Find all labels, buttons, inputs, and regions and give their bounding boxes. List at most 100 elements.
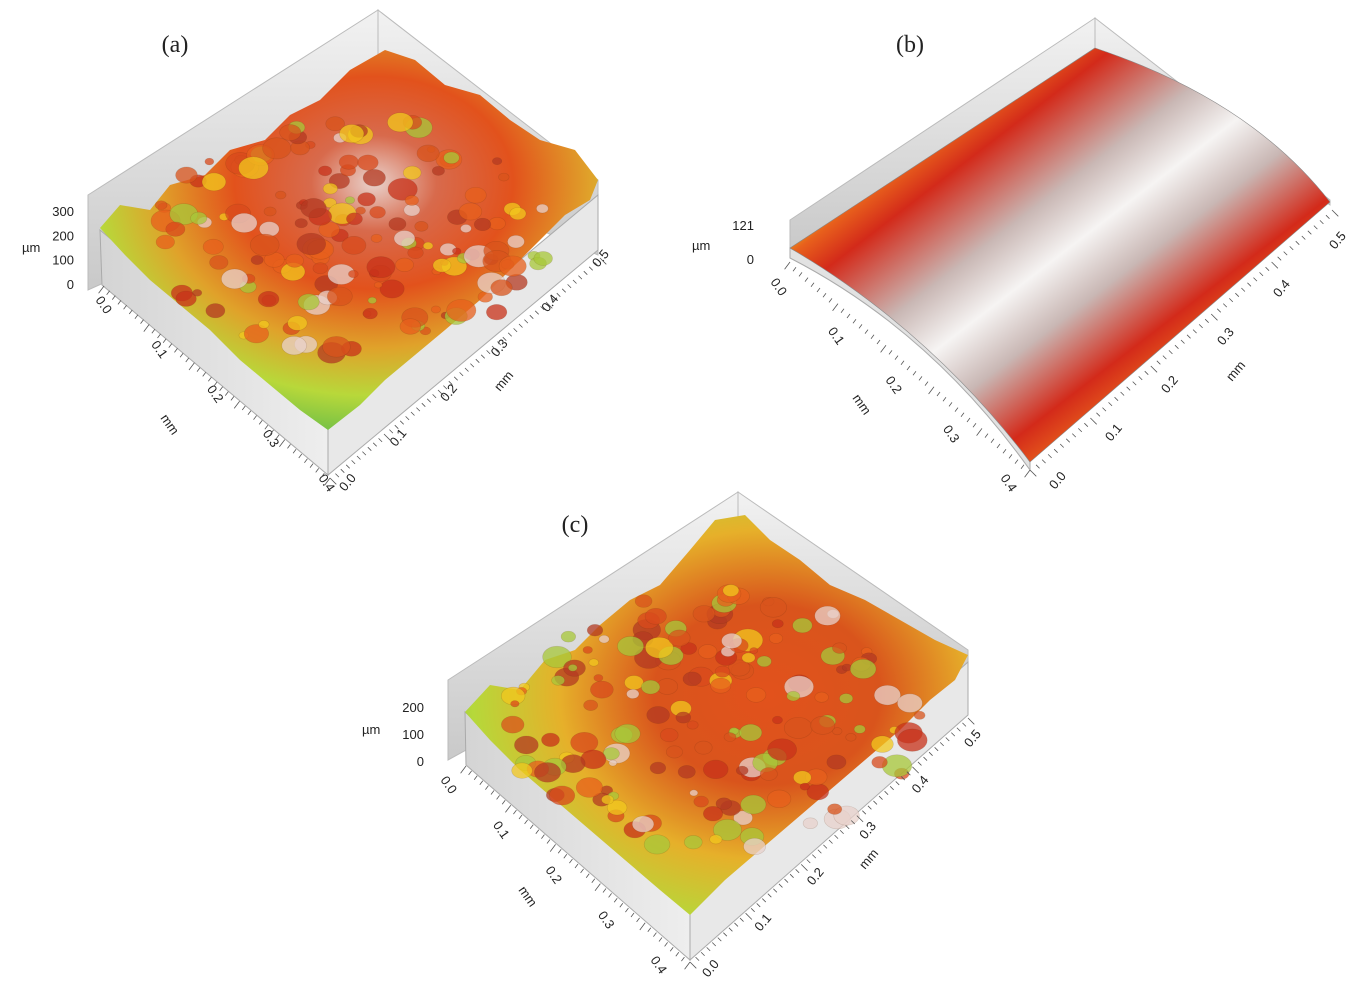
surface-bump	[617, 636, 644, 657]
y-tick-mark	[864, 329, 869, 334]
x-tick-mark	[491, 345, 499, 353]
y-tick-mark	[936, 391, 941, 397]
surface-bump	[357, 154, 379, 171]
surface-bump	[541, 732, 560, 747]
surface-bump	[743, 837, 766, 856]
y-tick-mark	[653, 932, 657, 937]
surface-bump	[713, 818, 742, 841]
x-tick-mark	[956, 727, 961, 732]
x-tick-mark	[845, 825, 850, 830]
x-tick-mark	[378, 438, 383, 443]
z-tick-label: 121	[732, 218, 754, 233]
surface-bump	[675, 711, 692, 724]
x-tick-mark	[345, 464, 350, 469]
surface-bump	[827, 803, 843, 815]
x-tick-mark	[551, 297, 556, 302]
y-tick-mark	[684, 961, 691, 970]
y-tick-label: 0.0	[438, 773, 461, 796]
x-tick-mark	[572, 279, 577, 284]
surface-bump	[154, 200, 168, 210]
surface-bump	[806, 783, 830, 801]
panel-b-x-unit: mm	[1223, 358, 1248, 384]
y-tick-mark	[900, 360, 905, 366]
x-tick-mark	[1325, 214, 1330, 219]
surface-bump	[250, 255, 264, 265]
y-tick-mark	[264, 424, 269, 430]
surface-bump	[897, 728, 928, 752]
x-tick-mark	[695, 956, 700, 961]
surface-bump	[243, 324, 269, 344]
x-tick-mark	[912, 766, 919, 774]
surface-bump	[646, 706, 670, 724]
y-tick-mark	[1024, 469, 1031, 478]
y-tick-mark	[473, 775, 478, 781]
y-tick-mark	[324, 477, 331, 486]
surface-bump	[296, 232, 327, 256]
surface-bump	[473, 217, 492, 231]
x-tick-mark	[335, 473, 340, 478]
surface-bump	[668, 629, 691, 647]
surface-bump	[279, 124, 302, 141]
y-tick-mark	[1008, 454, 1013, 459]
x-tick-mark	[750, 908, 755, 913]
surface-bump	[262, 137, 292, 160]
x-tick-label: 0.1	[386, 426, 409, 449]
surface-bump	[446, 299, 477, 322]
x-tick-mark	[340, 468, 345, 473]
surface-bump	[839, 693, 854, 704]
x-tick-mark	[1156, 360, 1161, 365]
surface-bump	[767, 738, 797, 761]
x-tick-mark	[945, 737, 950, 742]
surface-bump	[588, 658, 599, 667]
y-tick-mark	[942, 396, 947, 402]
x-tick-mark	[1059, 443, 1064, 448]
surface-bump	[814, 691, 829, 703]
y-tick-mark	[630, 912, 635, 918]
panel-b-z-ticks: 0 121	[732, 218, 754, 267]
surface-bump	[643, 834, 671, 855]
surface-bump	[395, 257, 414, 272]
y-tick-mark	[535, 829, 540, 834]
surface-bump	[257, 291, 280, 308]
y-tick-mark	[591, 878, 596, 883]
panel-b-z-unit: µm	[692, 238, 710, 253]
surface-bump	[575, 777, 603, 798]
y-tick-mark	[157, 333, 161, 339]
x-tick-mark	[928, 751, 933, 756]
x-tick-label: 0.0	[1046, 468, 1069, 491]
y-tick-mark	[876, 339, 881, 345]
x-tick-mark	[448, 380, 453, 385]
surface-bump	[614, 723, 641, 744]
x-tick-mark	[1247, 282, 1252, 287]
surface-bump	[721, 632, 743, 649]
surface-bump	[339, 124, 365, 144]
z-tick-label: 100	[52, 253, 74, 268]
surface-bump	[659, 728, 679, 743]
x-tick-mark	[1331, 209, 1339, 217]
y-tick-mark	[828, 298, 833, 303]
x-tick-mark	[578, 275, 583, 280]
y-tick-mark	[196, 367, 201, 372]
x-tick-mark	[1229, 298, 1234, 303]
panel-a-x-unit: mm	[491, 368, 516, 394]
x-tick-mark	[1096, 412, 1101, 417]
x-tick-mark	[1283, 251, 1288, 256]
surface-bump	[344, 196, 356, 205]
surface-bump	[645, 636, 674, 659]
surface-bump	[486, 304, 508, 321]
x-tick-label: 0.2	[1158, 372, 1181, 395]
x-tick-mark	[745, 912, 753, 920]
x-tick-mark	[856, 815, 864, 823]
x-tick-mark	[1029, 469, 1037, 477]
x-tick-mark	[480, 354, 485, 359]
y-tick-mark	[298, 453, 303, 459]
y-tick-mark	[960, 412, 965, 418]
surface-bump	[871, 756, 888, 769]
x-tick-label: 0.0	[699, 956, 722, 979]
surface-bump	[366, 256, 396, 279]
surface-bump	[414, 220, 429, 232]
y-tick-mark	[292, 448, 297, 454]
surface-bump	[287, 315, 308, 331]
x-tick-mark	[1071, 433, 1077, 438]
surface-bump	[608, 759, 618, 767]
